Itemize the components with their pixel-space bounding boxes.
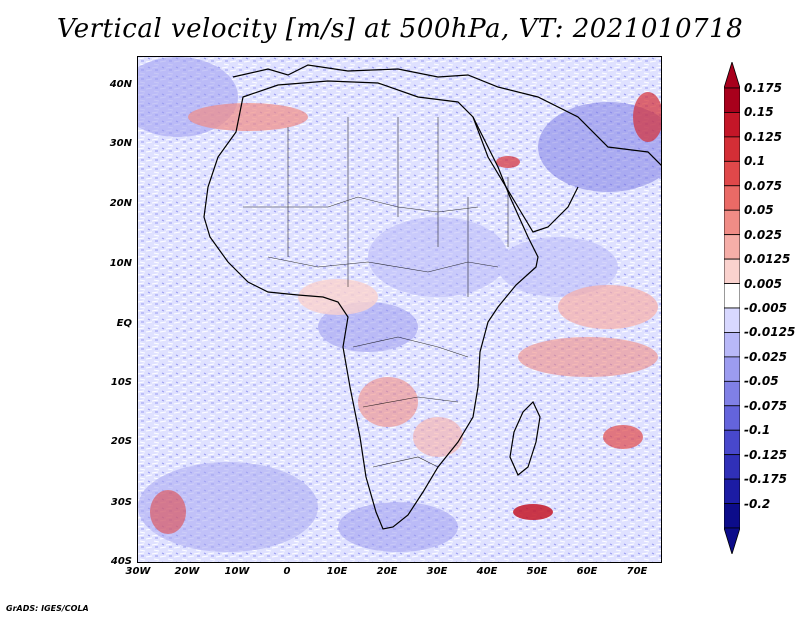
colorbar-boxes — [724, 62, 740, 554]
map-panel[interactable] — [137, 56, 662, 563]
colorbar-box — [724, 112, 740, 138]
credit-text: GrADS: IGES/COLA — [6, 604, 89, 613]
lat-label-40s: 40S — [110, 556, 132, 567]
colorbar-label: 0.125 — [744, 129, 782, 144]
colorbar-label: 0.025 — [744, 227, 782, 242]
lon-label-10e: 10E — [326, 566, 348, 577]
positive-velocity-areas — [150, 92, 661, 534]
arabia-coastline — [472, 116, 579, 233]
colorbar-box — [724, 503, 740, 529]
eurasia-coastline — [232, 64, 661, 166]
colorbar-label: 0.0125 — [744, 252, 791, 267]
colorbar-bottom-arrow — [724, 527, 740, 554]
colorbar-label: -0.005 — [744, 301, 787, 315]
colorbar-label: -0.1 — [744, 423, 771, 438]
colorbar-label: 0.175 — [744, 81, 782, 95]
colorbar-label: 0.005 — [744, 276, 782, 291]
colorbar-label: -0.175 — [744, 472, 787, 487]
colorbar-label: -0.025 — [744, 349, 787, 364]
lon-label-20e: 20E — [376, 566, 398, 577]
colorbar-box — [724, 209, 740, 236]
colorbar-label: 0.1 — [744, 154, 766, 169]
colorbar-label: -0.2 — [744, 496, 771, 511]
lon-label-70e: 70E — [626, 566, 648, 577]
lat-label-eq: EQ — [116, 318, 132, 329]
colorbar-box — [724, 332, 740, 358]
lat-label-30s: 30S — [110, 497, 132, 508]
madagascar-coastline — [509, 400, 541, 476]
lon-label-20w: 20W — [174, 566, 200, 577]
colorbar-label: -0.0125 — [744, 325, 796, 340]
colorbar-label: -0.125 — [744, 447, 787, 462]
colorbar-box — [724, 478, 740, 504]
lat-label-30n: 30N — [109, 138, 132, 149]
chart-title: Vertical velocity [m/s] at 500hPa, VT: 2… — [56, 14, 744, 44]
colorbar-label: 0.05 — [744, 203, 774, 218]
lat-label-10s: 10S — [110, 377, 132, 388]
lon-label-10w: 10W — [224, 566, 250, 577]
colorbar-label: 0.15 — [744, 105, 774, 120]
africa-coastline — [203, 80, 539, 530]
colorbar-box — [724, 307, 740, 333]
colorbar-box — [724, 136, 740, 162]
coastlines — [203, 64, 661, 530]
lon-label-40e: 40E — [476, 566, 498, 577]
colorbar-box — [724, 185, 740, 211]
colorbar — [724, 62, 740, 554]
lon-label-50e: 50E — [526, 566, 548, 577]
colorbar-label: 0.075 — [744, 178, 782, 193]
lat-label-20n: 20N — [109, 198, 132, 209]
colorbar-box — [724, 160, 740, 187]
lon-label-0: 0 — [283, 566, 291, 577]
colorbar-top-arrow — [724, 62, 740, 89]
colorbar-box — [724, 380, 740, 407]
colorbar-box — [724, 283, 740, 309]
lon-label-30e: 30E — [426, 566, 448, 577]
lat-label-40n: 40N — [109, 79, 132, 90]
lon-label-30w: 30W — [125, 566, 151, 577]
colorbar-box — [724, 454, 740, 480]
colorbar-label: -0.075 — [744, 398, 787, 413]
colorbar-box — [724, 258, 740, 284]
country-borders — [243, 117, 509, 468]
lat-label-20s: 20S — [110, 436, 132, 447]
colorbar-box — [724, 405, 740, 431]
lon-label-60e: 60E — [576, 566, 598, 577]
colorbar-label: -0.05 — [744, 374, 779, 389]
colorbar-box — [724, 234, 740, 260]
colorbar-box — [724, 356, 740, 382]
colorbar-box — [724, 429, 740, 456]
colorbar-box — [724, 87, 740, 113]
lat-label-10n: 10N — [109, 258, 132, 269]
map-field-svg — [138, 57, 661, 562]
